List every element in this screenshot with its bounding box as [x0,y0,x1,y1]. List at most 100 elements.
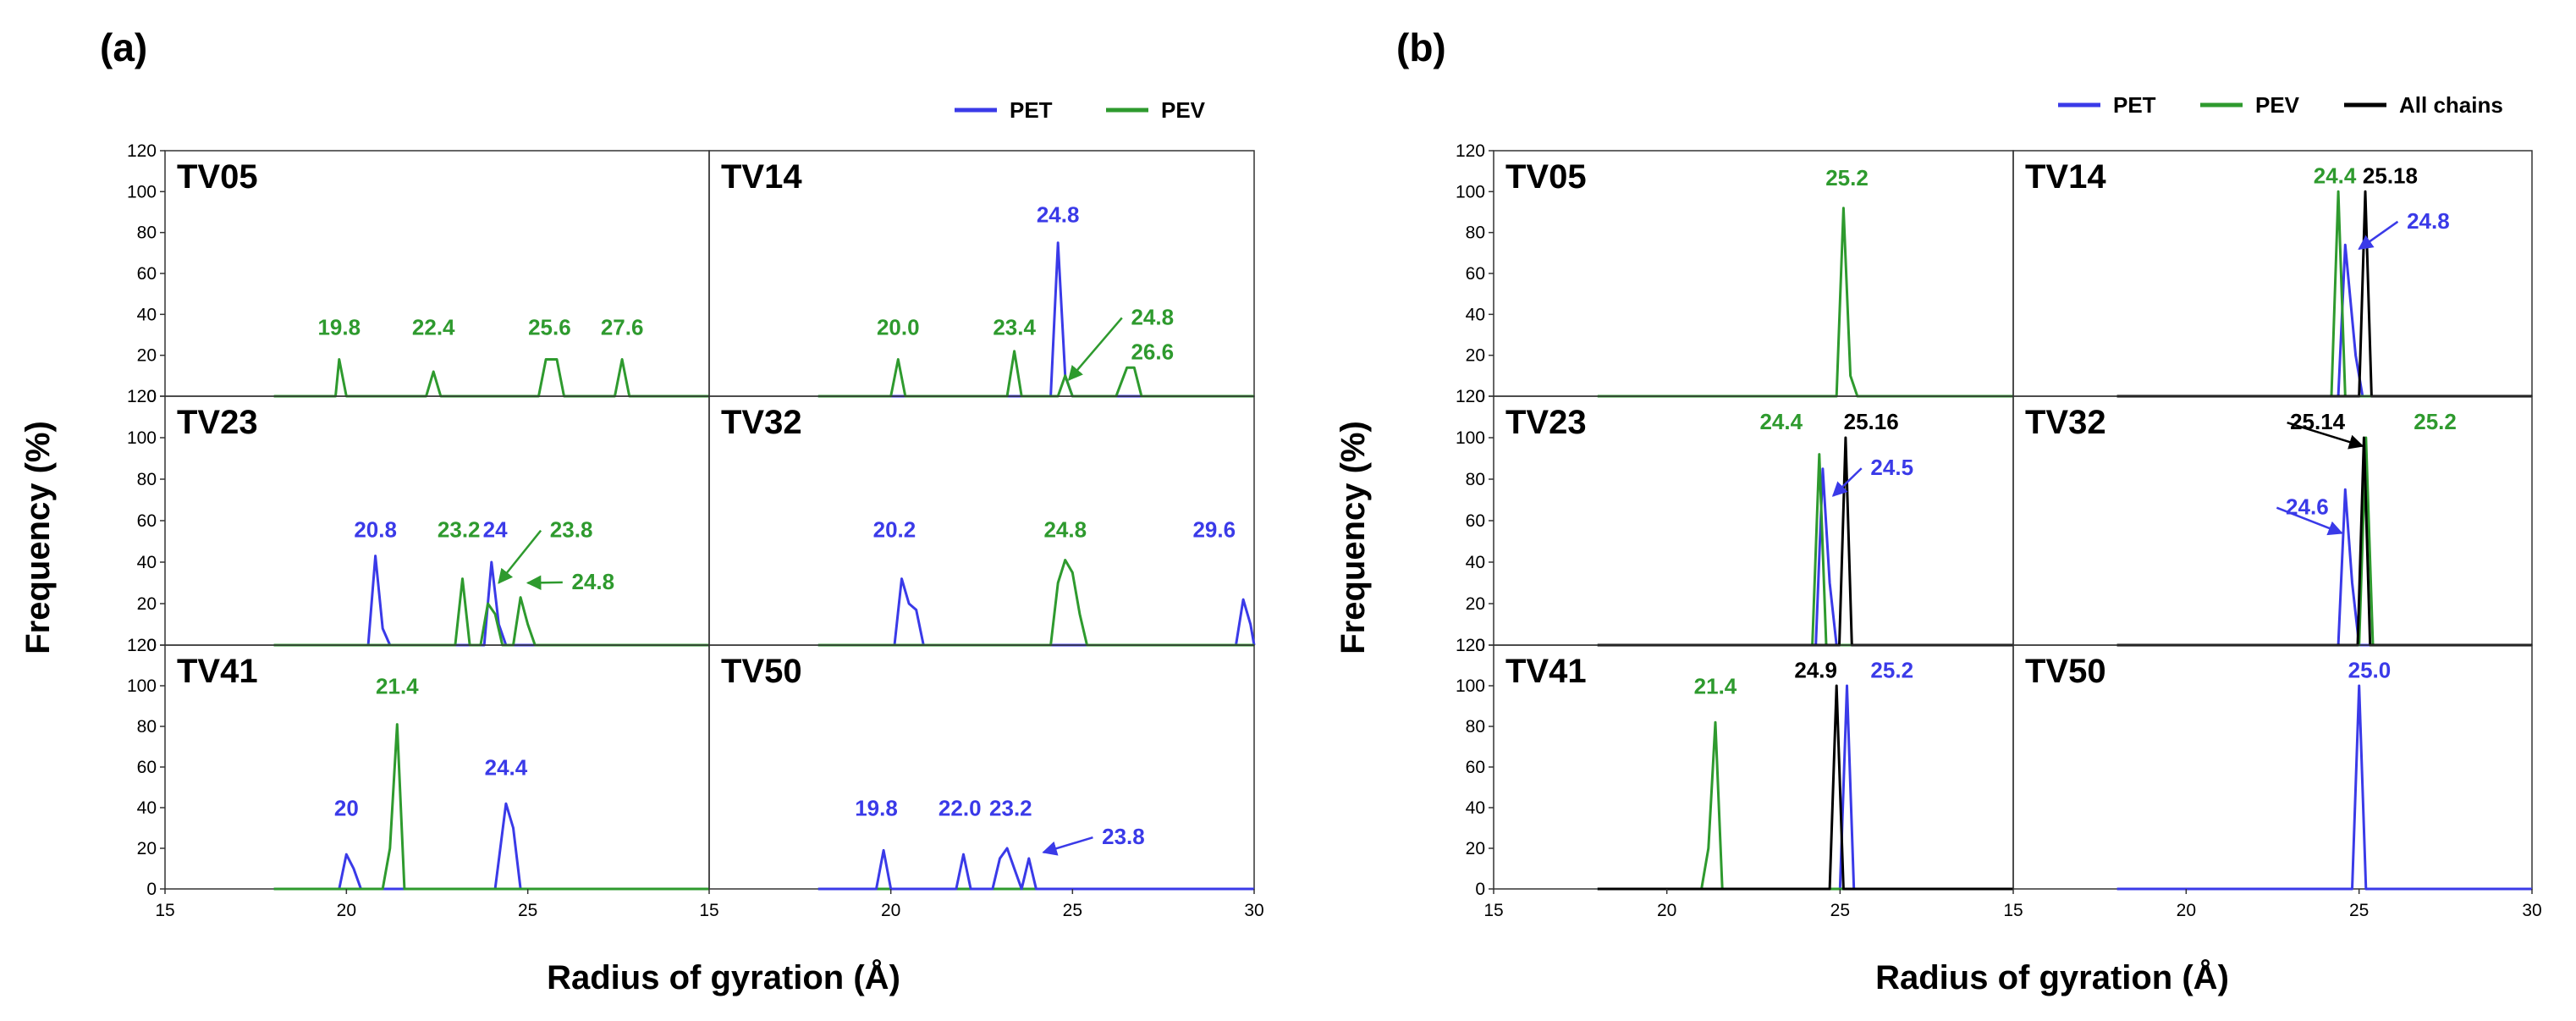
data-label: 24.5 [1870,455,1913,480]
y-tick-label: 120 [1456,141,1485,161]
y-tick-label: 0 [146,387,157,406]
x-tick-label: 15 [1483,901,1503,920]
annotation-arrow [2358,220,2399,251]
series-line-pev [2116,190,2532,398]
annotation-arrow [1042,836,1093,856]
subplot-title: TV14 [721,158,802,196]
y-tick-label: 60 [137,511,157,531]
panel-a-ylabel: Frequency (%) [19,421,57,654]
x-tick-label: 20 [881,901,900,920]
data-label: 24.8 [572,569,615,594]
data-label: 20.2 [873,517,916,543]
y-tick-label: 60 [1466,511,1485,531]
y-tick-label: 120 [1456,387,1485,406]
subplot-tv32: TV32 20.2 24.8 29.6 [708,395,1256,647]
subplot-title: TV32 [2025,404,2106,441]
data-label: 21.4 [376,674,419,699]
y-tick-label: 120 [127,387,157,406]
panel-a-label: (a) [100,25,147,69]
series-line-pev [817,559,1254,647]
y-tick-label: 20 [137,594,157,614]
data-label: 26.6 [1131,339,1174,365]
subplot-title: TV05 [1505,158,1587,196]
x-tick-label: 25 [1830,901,1850,920]
series-line-all-chains [1597,436,2013,647]
series-line-pev [273,723,709,891]
x-tick-label: 25 [1063,901,1082,920]
y-tick-label: 80 [137,470,157,489]
series-line-all-chains [1597,684,2013,891]
y-tick-label: 60 [1466,264,1485,284]
data-label: 23.2 [438,517,481,543]
data-label: 25.0 [2348,657,2392,682]
legend-a-pev-label: PEV [1161,97,1206,123]
subplot-tv32: TV32 25.14 25.2 24.6 [2012,395,2533,647]
subplot-title: TV41 [177,653,258,690]
panel-b-label: (b) [1396,25,1446,69]
series-line-pev [1597,453,2013,647]
data-label: 24.8 [1043,517,1087,543]
x-tick-label: 30 [1244,901,1263,920]
y-tick-label: 40 [137,553,157,572]
annotation-arrow [2276,506,2343,536]
data-label: 29.6 [1192,517,1236,543]
annotation-arrow [498,529,542,584]
y-tick-label: 0 [1475,880,1485,899]
y-tick-label: 120 [127,636,157,655]
data-label: 25.18 [2363,163,2418,189]
data-label: 23.4 [993,315,1036,340]
y-tick-label: 0 [1475,387,1485,406]
legend-a-pet-label: PET [1010,97,1053,123]
y-tick-label: 20 [1466,594,1485,614]
data-label: 25.14 [2290,409,2346,434]
series-line-pet [273,555,709,647]
data-label: 22.4 [412,315,455,340]
series-line-pev [2116,436,2532,647]
data-label: 25.2 [1825,165,1869,190]
y-tick-label: 40 [1466,305,1485,324]
x-tick-label: 25 [518,901,537,920]
data-label: 24 [483,517,508,543]
data-label: 24.8 [1037,202,1080,228]
legend-b-allchains-label: All chains [2399,92,2503,118]
series-line-pet [2116,684,2532,891]
legend-b-pev-label: PEV [2255,92,2300,118]
y-tick-label: 120 [1456,636,1485,655]
data-label: 22.0 [938,796,982,821]
subplot-tv41: TV41 20 21.4 24.4 0 20 40 60 80 100 120 [127,636,710,899]
y-tick-label: 100 [1456,676,1485,696]
subplot-tv14: TV14 24.4 25.18 24.8 [2012,150,2533,398]
y-tick-label: 20 [1466,346,1485,366]
y-tick-label: 60 [1466,758,1485,777]
y-tick-label: 0 [146,880,157,899]
y-tick-label: 80 [1466,717,1485,737]
data-label: 23.8 [1102,824,1145,849]
data-label: 24.8 [1131,304,1174,329]
data-label: 24.8 [2407,208,2450,234]
series-line-all-chains [2116,436,2532,647]
y-tick-label: 80 [137,224,157,243]
data-label: 24.9 [1794,657,1837,682]
series-line-pev [817,350,1254,398]
data-label: 24.4 [1759,409,1803,434]
annotation-arrow [1831,467,1863,497]
legend-b-pet-label: PET [2113,92,2156,118]
series-line-pev [273,577,709,647]
y-tick-label: 100 [1456,182,1485,201]
annotation-arrow [526,575,563,591]
subplot-tv50: TV50 19.8 22.0 23.2 23.8 [708,644,1255,891]
x-tick-label: 25 [2349,901,2369,920]
panel-b-xlabel: Radius of gyration (Å) [1875,958,2229,996]
y-tick-label: 80 [1466,224,1485,243]
subplot-title: TV50 [721,653,802,690]
data-label: 27.6 [601,315,644,340]
y-tick-label: 0 [1475,636,1485,655]
series-line-pet [1597,467,2013,647]
data-label: 25.6 [528,315,571,340]
data-label: 24.6 [2286,494,2329,520]
y-tick-label: 0 [146,636,157,655]
y-tick-label: 120 [127,141,157,161]
series-line-pet [817,847,1254,891]
